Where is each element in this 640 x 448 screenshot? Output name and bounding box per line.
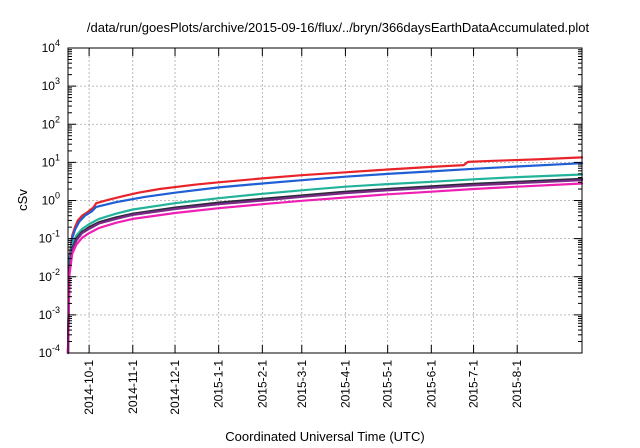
y-tick-exponent: -2 bbox=[52, 267, 60, 277]
y-tick-label: 100 bbox=[42, 191, 60, 208]
x-tick-label: 2015-7-1 bbox=[467, 360, 481, 408]
y-axis-label: cSv bbox=[15, 189, 30, 211]
series-line-3 bbox=[66, 173, 584, 355]
y-tick-label: 10-4 bbox=[39, 343, 60, 360]
x-axis-label: Coordinated Universal Time (UTC) bbox=[225, 429, 424, 444]
series-line-1 bbox=[66, 156, 584, 355]
y-tick-exponent: 0 bbox=[55, 191, 60, 201]
series-layer bbox=[66, 156, 584, 355]
x-axis-ticks: 2014-10-1 2014-11-1 2014-12-1 2015-1-1 2015-… bbox=[82, 48, 524, 415]
y-tick-label: 10-2 bbox=[39, 267, 60, 284]
x-tick-label: 2015-6-1 bbox=[424, 360, 438, 408]
y-tick-exponent: 1 bbox=[55, 152, 60, 162]
x-tick-label: 2015-4-1 bbox=[338, 360, 352, 408]
y-tick-base: 10 bbox=[39, 270, 53, 284]
y-tick-base: 10 bbox=[42, 79, 56, 93]
y-tick-label: 101 bbox=[42, 152, 60, 169]
x-tick-label: 2015-2-1 bbox=[255, 360, 269, 408]
x-tick-label: 2014-12-1 bbox=[168, 360, 182, 415]
series-line-6 bbox=[66, 182, 584, 355]
y-tick-label: 10-1 bbox=[39, 229, 60, 246]
y-tick-base: 10 bbox=[42, 41, 56, 55]
grid bbox=[68, 48, 582, 353]
y-tick-label: 104 bbox=[42, 38, 60, 55]
y-tick-label: 103 bbox=[42, 76, 60, 93]
x-tick-label: 2015-5-1 bbox=[381, 360, 395, 408]
y-tick-exponent: 2 bbox=[55, 114, 60, 124]
x-tick-label: 2015-1-1 bbox=[212, 360, 226, 408]
x-tick-label: 2015-8-1 bbox=[510, 360, 524, 408]
y-tick-base: 10 bbox=[39, 232, 53, 246]
series-line-2 bbox=[66, 162, 584, 355]
y-tick-base: 10 bbox=[42, 155, 56, 169]
series-line-4 bbox=[66, 177, 584, 355]
y-tick-base: 10 bbox=[39, 308, 53, 322]
y-tick-exponent: 4 bbox=[55, 38, 60, 48]
y-tick-exponent: -4 bbox=[52, 343, 60, 353]
series-line-5 bbox=[66, 179, 584, 355]
y-tick-base: 10 bbox=[42, 117, 56, 131]
y-tick-exponent: -3 bbox=[52, 305, 60, 315]
y-tick-base: 10 bbox=[39, 346, 53, 360]
x-tick-label: 2014-10-1 bbox=[82, 360, 96, 415]
chart-title: /data/run/goesPlots/archive/2015-09-16/f… bbox=[87, 20, 590, 35]
y-tick-exponent: 3 bbox=[55, 76, 60, 86]
x-tick-label: 2015-3-1 bbox=[295, 360, 309, 408]
y-tick-label: 10-3 bbox=[39, 305, 60, 322]
y-tick-exponent: -1 bbox=[52, 229, 60, 239]
y-tick-base: 10 bbox=[42, 194, 56, 208]
y-tick-label: 102 bbox=[42, 114, 60, 131]
x-tick-label: 2014-11-1 bbox=[126, 360, 140, 414]
